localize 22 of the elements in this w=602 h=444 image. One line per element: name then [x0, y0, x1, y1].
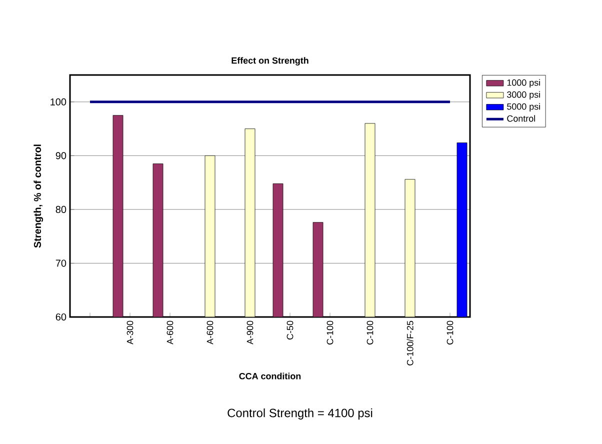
x-tick-label: A-900: [246, 320, 254, 344]
chart-title: Effect on Strength: [232, 57, 308, 66]
y-tick-label: 100: [50, 98, 66, 106]
text: Control Strength = 4100 psi: [228, 408, 372, 420]
legend-label: 5000 psi: [507, 103, 540, 112]
y-tick-label: 60: [56, 313, 66, 321]
y-tick-label: 90: [56, 152, 66, 160]
x-tick-label: A-300: [126, 320, 134, 344]
x-tick-label: C-100: [446, 320, 454, 344]
x-tick-label: C-100: [326, 320, 334, 344]
y-tick-label: 70: [56, 260, 66, 267]
y-axis-title: Strength, % of control: [34, 144, 44, 248]
x-tick-label: C-100: [366, 320, 374, 344]
x-tick-label: A-600: [206, 320, 214, 344]
legend-label: Control: [507, 115, 535, 122]
x-tick-label: C-50: [286, 320, 294, 340]
x-tick-label: C-100/F-25: [406, 320, 414, 366]
x-tick-label: A-600: [166, 320, 174, 344]
legend-label: 1000 psi: [507, 79, 540, 88]
legend-label: 3000 psi: [507, 91, 540, 100]
y-tick-label: 80: [56, 206, 66, 213]
x-axis-title: CCA condition: [239, 372, 301, 380]
